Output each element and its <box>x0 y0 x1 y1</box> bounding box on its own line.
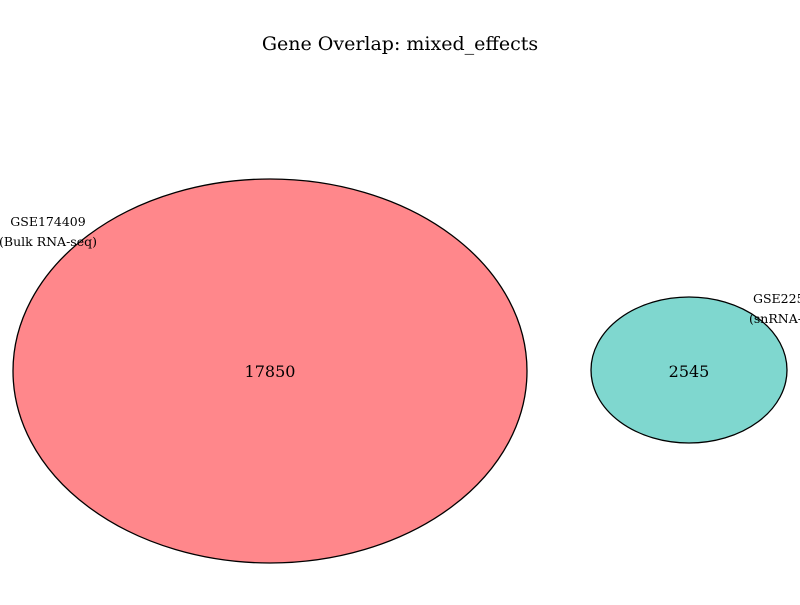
set-a-subtitle-label: (Bulk RNA-seq) <box>0 234 97 249</box>
set-a-name-label: GSE174409 <box>10 214 85 229</box>
set-b-ellipse <box>590 296 788 444</box>
set-b-count: 2545 <box>669 362 710 381</box>
diagram-title: Gene Overlap: mixed_effects <box>262 33 538 55</box>
set-a-count: 17850 <box>245 362 296 381</box>
set-a-ellipse <box>12 178 528 564</box>
set-b-subtitle-label: (snRNA- <box>749 311 800 326</box>
set-b-name-label: GSE225 <box>753 291 800 306</box>
